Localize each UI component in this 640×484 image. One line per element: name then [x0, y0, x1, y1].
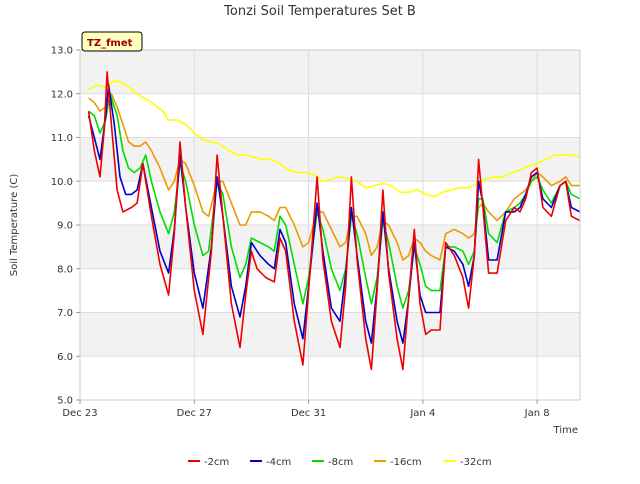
legend-label: -2cm [204, 457, 229, 468]
axes: 5.0 6.0 7.0 8.0 9.0 10.0 11.0 12.0 13.0 Dec 23 Dec… [51, 46, 581, 419]
series-line-2cm [87, 71, 581, 371]
y-axis-label: Soil Temperature (C) [9, 174, 20, 277]
series-line-4cm [87, 84, 581, 344]
legend-item: -32cm [444, 457, 492, 468]
legend-label: -4cm [266, 457, 291, 468]
plot-band [80, 50, 580, 94]
y-tick-label: 10.0 [51, 177, 73, 188]
y-tick-label: 7.0 [57, 308, 73, 319]
plot-band [80, 137, 580, 182]
x-axis-label: Time [553, 425, 578, 436]
legend-label: -32cm [460, 457, 492, 468]
chart-title: Tonzi Soil Temperatures Set B [223, 4, 416, 19]
x-tick-label: Jan 4 [409, 408, 435, 419]
legend-label: -8cm [328, 457, 353, 468]
x-tick-label: Dec 31 [291, 408, 326, 419]
badge-text: TZ_fmet [87, 38, 133, 49]
legend-item: -2cm [188, 457, 229, 468]
legend-item: -16cm [374, 457, 422, 468]
tz-fmet-badge: TZ_fmet [81, 31, 143, 52]
y-tick-label: 13.0 [51, 46, 73, 57]
y-tick-label: 6.0 [57, 352, 73, 363]
y-tick-label: 8.0 [57, 264, 73, 275]
legend-label: -16cm [390, 457, 422, 468]
x-tick-label: Jan 8 [524, 408, 550, 419]
y-tick-label: 11.0 [51, 133, 73, 144]
x-tick-label: Dec 27 [177, 408, 212, 419]
series-layer [87, 71, 581, 371]
legend-item: -8cm [312, 457, 353, 468]
legend-item: -4cm [250, 457, 291, 468]
legend: -2cm -4cm -8cm -16cm -32cm [188, 457, 492, 468]
y-tick-label: 5.0 [57, 396, 73, 407]
x-tick-label: Dec 23 [62, 408, 97, 419]
series-line-32cm [88, 79, 581, 198]
y-tick-label: 9.0 [57, 221, 73, 232]
badge-box [81, 31, 143, 52]
series-line-8cm [88, 93, 581, 309]
series-line-16cm [88, 93, 580, 261]
plot-band [80, 312, 580, 357]
y-tick-label: 12.0 [51, 89, 73, 100]
